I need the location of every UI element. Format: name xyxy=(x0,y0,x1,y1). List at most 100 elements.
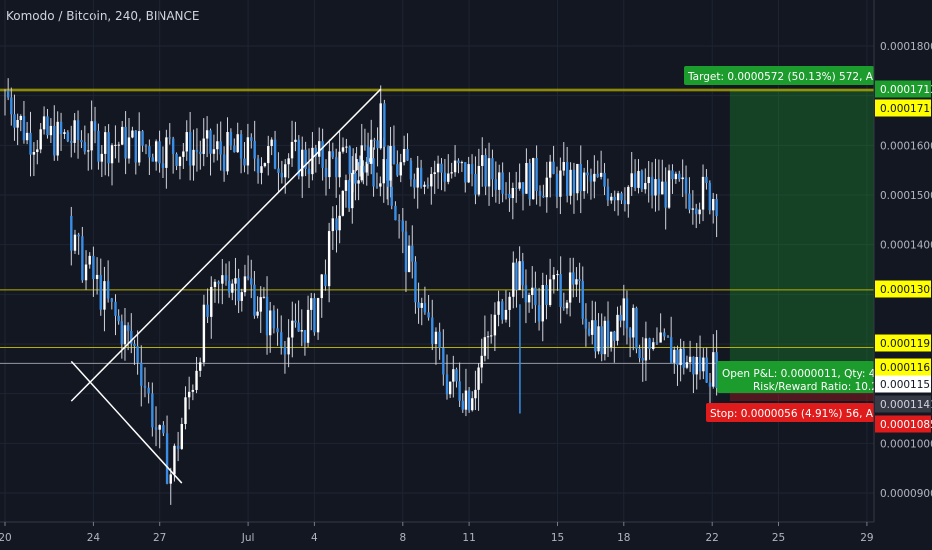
candle-body xyxy=(498,172,501,190)
candle-body xyxy=(206,304,209,317)
candle-body xyxy=(351,172,354,209)
candle-body xyxy=(29,132,32,155)
candle-body xyxy=(121,126,124,145)
candle-body xyxy=(389,145,392,181)
candle-body xyxy=(490,335,493,337)
candle-body xyxy=(276,328,279,333)
candle-body xyxy=(537,305,541,322)
candle-body xyxy=(652,342,655,350)
candle-body xyxy=(246,137,250,166)
candle-body xyxy=(644,183,647,190)
candle-body xyxy=(351,170,355,175)
candle-body xyxy=(379,183,382,187)
candle-body xyxy=(531,287,534,295)
x-tick-label: 15 xyxy=(551,532,564,544)
candle-body xyxy=(366,145,370,164)
candle-body xyxy=(407,245,411,272)
candle-body xyxy=(681,177,684,180)
candle-body xyxy=(127,137,131,159)
candle-body xyxy=(80,139,83,143)
price-level-label: 0.0001710 xyxy=(880,103,932,115)
candle-body xyxy=(372,158,375,187)
candle-body xyxy=(277,168,280,173)
candle-body xyxy=(572,169,576,194)
price-level-label: 0.0001161 xyxy=(880,362,932,374)
x-tick-label: 8 xyxy=(399,532,406,544)
candle-body xyxy=(552,161,555,174)
candle-body xyxy=(609,331,613,348)
candle-body xyxy=(688,356,692,363)
candle-body xyxy=(411,245,414,262)
candle-body xyxy=(42,116,46,130)
pnl-label-bg xyxy=(717,361,874,393)
candle-body xyxy=(73,234,77,251)
candle-body xyxy=(568,272,572,303)
candle-body xyxy=(648,338,651,350)
candle-body xyxy=(306,309,310,343)
candle-body xyxy=(627,186,630,205)
candle-body xyxy=(187,391,191,398)
candle-body xyxy=(504,193,508,195)
candle-body xyxy=(596,173,599,177)
candle-body xyxy=(399,162,402,176)
candle-body xyxy=(294,320,297,323)
candle-body xyxy=(474,389,477,399)
candle-body xyxy=(419,167,423,187)
candle-body xyxy=(528,162,532,200)
candle-body xyxy=(188,132,192,166)
target-label: Target: 0.0000572 (50.13%) 572, Am xyxy=(687,71,883,83)
candle-body xyxy=(620,193,623,201)
candle-body xyxy=(705,357,708,383)
candle-body xyxy=(93,121,97,131)
candle-body xyxy=(671,170,674,180)
candle-body xyxy=(83,142,87,152)
candle-body xyxy=(640,170,644,190)
candle-body xyxy=(562,306,566,309)
candle-body xyxy=(362,165,365,173)
candle-body xyxy=(674,173,678,180)
time-axis xyxy=(0,522,874,550)
candle-body xyxy=(632,307,635,338)
candle-body xyxy=(474,173,477,195)
candle-body xyxy=(606,186,610,201)
candle-body xyxy=(318,141,321,157)
candle-body xyxy=(655,342,659,344)
candle-body xyxy=(95,274,99,280)
candle-body xyxy=(442,347,445,375)
price-level-label-bg xyxy=(875,99,931,117)
candle-body xyxy=(715,352,718,389)
candle-body xyxy=(593,173,596,182)
candle-body xyxy=(684,177,688,194)
candle-body xyxy=(447,173,450,182)
candle-body xyxy=(184,397,187,424)
candle-body xyxy=(260,166,263,173)
price-level-label: 0.0001085 xyxy=(880,419,932,431)
candle-body xyxy=(49,125,53,136)
candle-body xyxy=(545,177,548,198)
candle-body xyxy=(256,311,259,316)
candle-body xyxy=(715,199,718,216)
candle-body xyxy=(452,369,455,382)
candle-body xyxy=(644,338,648,361)
candle-body xyxy=(66,132,70,142)
candle-body xyxy=(545,284,548,305)
candle-body xyxy=(297,322,300,332)
candle-body xyxy=(579,163,582,192)
candle-body xyxy=(457,160,460,164)
candle-body xyxy=(280,332,283,347)
candle-body xyxy=(224,275,228,281)
candle-body xyxy=(438,331,441,348)
candle-body xyxy=(555,173,559,197)
candle-body xyxy=(603,320,607,355)
candle-body xyxy=(107,132,110,164)
candle-body xyxy=(486,336,490,338)
candle-body xyxy=(484,155,487,187)
candle-body xyxy=(477,367,480,390)
candle-body xyxy=(508,296,511,310)
candle-body xyxy=(148,146,151,158)
candle-body xyxy=(256,158,260,173)
candle-body xyxy=(226,132,229,172)
candle-body xyxy=(436,163,440,173)
price-level-label: 0.0001141 xyxy=(880,399,932,411)
